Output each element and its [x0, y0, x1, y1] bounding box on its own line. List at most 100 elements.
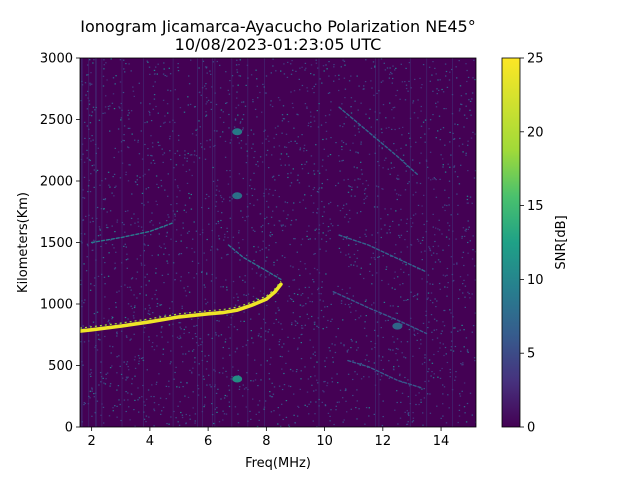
x-tick-label: 2 [88, 434, 96, 449]
noise-speckle [329, 420, 331, 422]
noise-speckle [371, 348, 373, 350]
noise-speckle [435, 179, 437, 181]
noise-speckle [376, 373, 379, 375]
noise-speckle [223, 121, 225, 123]
noise-speckle [128, 118, 130, 120]
noise-speckle [237, 137, 239, 139]
noise-speckle [474, 79, 476, 81]
noise-speckle [445, 236, 448, 238]
noise-speckle [102, 406, 105, 408]
noise-speckle [341, 148, 343, 151]
noise-speckle [337, 382, 339, 384]
noise-speckle [126, 377, 128, 379]
noise-speckle [389, 67, 391, 69]
noise-speckle [167, 341, 169, 343]
noise-speckle [339, 125, 341, 127]
noise-speckle [406, 410, 408, 412]
noise-speckle [355, 243, 357, 245]
noise-speckle [176, 203, 178, 205]
noise-speckle [314, 229, 316, 231]
noise-speckle [384, 208, 386, 210]
noise-speckle [89, 122, 92, 124]
noise-speckle [324, 306, 326, 308]
noise-speckle [167, 273, 169, 275]
noise-speckle [356, 75, 358, 77]
noise-speckle [314, 354, 316, 357]
noise-speckle [102, 85, 105, 87]
noise-speckle [255, 372, 258, 375]
noise-speckle [129, 164, 131, 166]
noise-speckle [358, 408, 360, 410]
noise-speckle [340, 66, 342, 68]
noise-speckle [374, 66, 376, 68]
noise-speckle [179, 280, 182, 282]
noise-speckle [201, 206, 203, 209]
noise-speckle [91, 415, 93, 417]
noise-speckle [407, 396, 410, 398]
noise-speckle [232, 314, 234, 316]
noise-speckle [458, 60, 460, 62]
noise-speckle [447, 222, 449, 224]
colorbar-tick-label: 20 [527, 125, 544, 140]
noise-speckle [233, 297, 235, 299]
noise-speckle [133, 294, 135, 296]
noise-speckle [246, 216, 248, 218]
noise-speckle [380, 58, 383, 60]
noise-speckle [125, 63, 127, 65]
noise-speckle [442, 343, 444, 345]
noise-speckle [91, 390, 93, 392]
x-axis-label: Freq(MHz) [245, 456, 311, 471]
noise-speckle [147, 154, 149, 156]
noise-speckle [412, 295, 415, 298]
noise-speckle [117, 385, 120, 387]
noise-speckle [410, 87, 412, 89]
noise-speckle [234, 351, 237, 353]
noise-speckle [270, 72, 272, 74]
noise-speckle [179, 335, 181, 337]
noise-speckle [368, 360, 370, 362]
noise-speckle [365, 113, 367, 115]
noise-column [247, 58, 249, 427]
noise-speckle [394, 271, 396, 273]
noise-speckle [422, 412, 424, 414]
noise-speckle [429, 283, 431, 285]
noise-speckle [239, 122, 241, 124]
noise-speckle [271, 382, 273, 384]
noise-speckle [299, 67, 301, 69]
noise-speckle [123, 59, 125, 61]
noise-speckle [156, 183, 158, 185]
noise-speckle [125, 335, 128, 337]
noise-speckle [301, 327, 303, 329]
noise-speckle [244, 281, 246, 283]
noise-speckle [330, 409, 332, 411]
noise-speckle [182, 227, 184, 229]
noise-speckle [99, 229, 101, 231]
noise-speckle [284, 164, 286, 166]
noise-speckle [87, 90, 89, 92]
noise-speckle [435, 102, 437, 104]
noise-column [197, 58, 198, 427]
noise-speckle [406, 218, 408, 220]
noise-speckle [252, 398, 254, 400]
noise-speckle [136, 258, 138, 260]
noise-speckle [453, 327, 455, 329]
noise-speckle [191, 371, 193, 373]
noise-speckle [156, 204, 158, 206]
echo-marks [80, 106, 428, 389]
noise-speckle [284, 256, 286, 259]
noise-speckle [300, 342, 302, 344]
noise-speckle [314, 351, 316, 353]
noise-speckle [195, 134, 198, 136]
noise-speckle [400, 234, 403, 236]
noise-speckle [350, 75, 352, 77]
noise-speckle [466, 350, 469, 352]
noise-speckle [312, 420, 314, 422]
noise-speckle [269, 235, 272, 237]
noise-speckle [296, 369, 298, 371]
noise-speckle [153, 98, 156, 100]
noise-speckle [125, 376, 128, 378]
noise-speckle [145, 415, 148, 417]
noise-speckle [406, 165, 408, 167]
noise-speckle [103, 59, 105, 61]
noise-speckle [165, 385, 168, 387]
